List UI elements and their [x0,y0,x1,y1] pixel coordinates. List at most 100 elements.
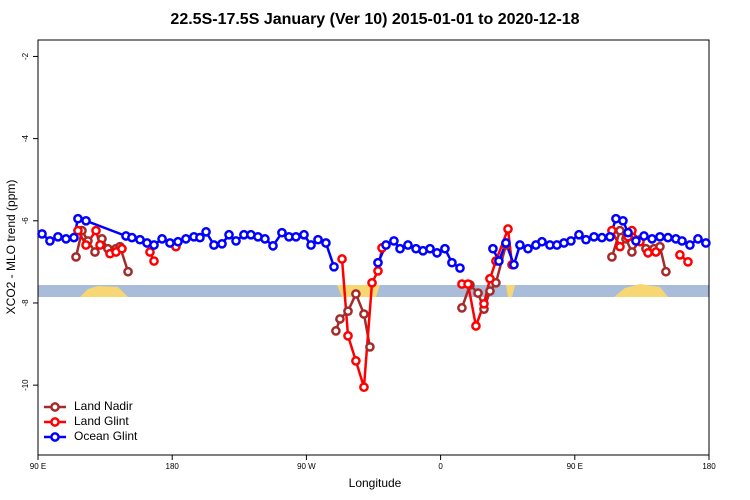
point [615,241,625,252]
point [403,240,413,250]
point [473,288,483,298]
point [157,234,167,244]
point [663,232,673,243]
point [685,240,695,250]
point [425,243,435,254]
point [389,236,399,246]
point [123,266,133,277]
point [488,243,498,254]
point [463,279,473,289]
point [485,286,495,296]
point [195,232,205,243]
point [149,256,159,266]
point [209,240,219,250]
point [45,236,55,246]
point [313,234,323,245]
point [61,234,71,244]
point [494,256,504,266]
point [651,247,661,257]
point [661,266,671,277]
point [91,225,101,236]
point [677,236,687,246]
point [224,229,234,240]
point [655,231,665,242]
point [509,259,519,270]
point [683,257,693,267]
point [457,303,467,313]
land-patch [506,285,515,297]
x-tick-label: 180 [166,462,180,471]
point [440,243,450,254]
point [693,234,703,244]
legend-label: Ocean Glint [74,429,138,443]
point [337,254,347,264]
point [260,234,270,244]
point [149,240,159,250]
point [268,241,278,251]
point [69,232,79,243]
point [479,298,489,309]
point [623,227,633,238]
x-tick-label: 180 [702,462,716,471]
point [306,240,316,250]
y-axis-label: XCO2 - MLO trend (ppm) [4,180,18,315]
y-tick-label: -2 [21,52,30,60]
y-tick-label: -6 [21,217,30,225]
x-tick-label: 90 W [297,462,316,471]
point [181,234,191,244]
point [639,231,649,241]
point [299,229,309,240]
plot-frame [37,39,710,456]
point [53,231,63,242]
land-patch [80,286,128,297]
point [381,240,391,250]
point [566,236,576,246]
point [321,238,331,248]
point [523,243,533,254]
point [335,314,345,324]
point [471,321,481,331]
legend-label: Land Nadir [74,399,133,413]
point [173,236,183,247]
land-patch [614,284,668,297]
point [647,234,657,244]
point [455,263,465,273]
point [291,231,301,242]
point [71,252,81,262]
point [675,250,685,260]
y-tick-label: -8 [21,299,30,307]
point [343,330,353,341]
point [277,227,287,238]
point [37,229,47,239]
point [447,257,457,268]
point [217,238,227,249]
x-axis-label: Longitude [349,476,402,490]
point [631,236,641,246]
legend-label: Land Glint [74,414,129,428]
y-tick-label: -4 [21,135,30,143]
point [515,240,525,250]
legend-marker [50,402,60,412]
point [127,232,137,243]
point [201,227,211,237]
point [351,356,361,366]
point [537,236,547,247]
point [331,326,341,336]
point [501,238,511,248]
point [597,232,607,243]
point [329,261,339,272]
point [145,247,155,257]
point [117,243,127,254]
point [643,247,653,258]
x-tick-label: 90 E [567,462,583,471]
point [73,225,83,236]
point [701,238,711,248]
point [81,240,91,250]
point [589,231,599,242]
point [95,240,105,250]
legend-marker [50,432,60,442]
point [373,266,383,276]
point [615,225,625,236]
map-strip [38,284,709,297]
point [165,238,175,248]
